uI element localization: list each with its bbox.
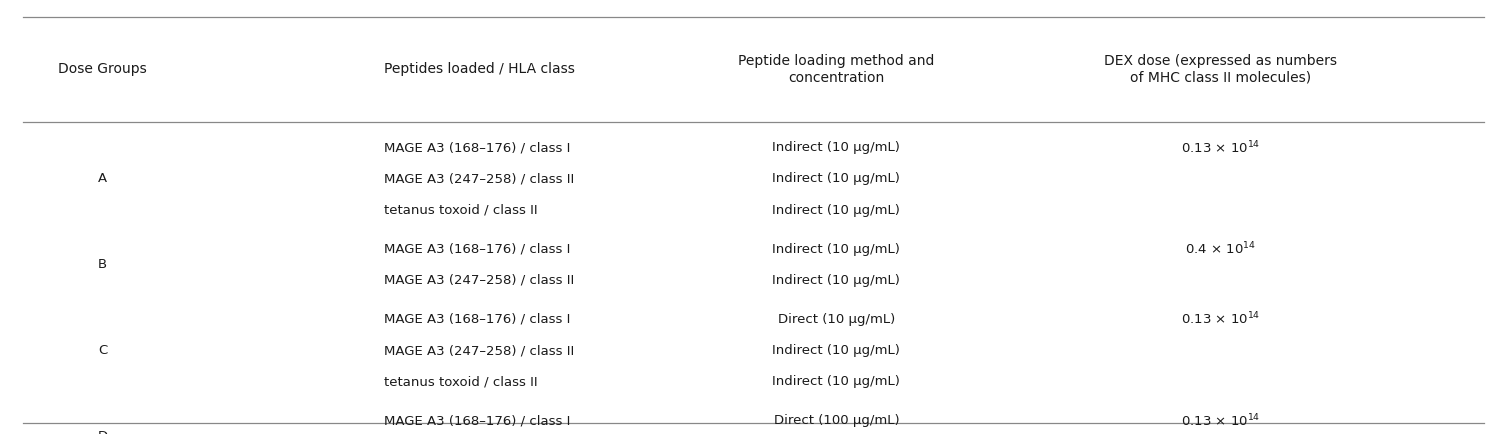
Text: Indirect (10 μg/mL): Indirect (10 μg/mL) (773, 274, 900, 287)
Text: MAGE A3 (247–258) / class II: MAGE A3 (247–258) / class II (384, 274, 574, 287)
Text: Indirect (10 μg/mL): Indirect (10 μg/mL) (773, 204, 900, 217)
Text: DEX dose (expressed as numbers
of MHC class II molecules): DEX dose (expressed as numbers of MHC cl… (1105, 54, 1337, 85)
Text: 0.4 × 10$^{14}$: 0.4 × 10$^{14}$ (1186, 241, 1255, 257)
Text: B: B (98, 258, 107, 271)
Text: MAGE A3 (168–176) / class I: MAGE A3 (168–176) / class I (384, 141, 571, 154)
Text: MAGE A3 (168–176) / class I: MAGE A3 (168–176) / class I (384, 414, 571, 427)
Text: Indirect (10 μg/mL): Indirect (10 μg/mL) (773, 141, 900, 154)
Text: tetanus toxoid / class II: tetanus toxoid / class II (384, 204, 538, 217)
Text: Dose Groups: Dose Groups (59, 62, 146, 76)
Text: Indirect (10 μg/mL): Indirect (10 μg/mL) (773, 172, 900, 185)
Text: Peptides loaded / HLA class: Peptides loaded / HLA class (384, 62, 576, 76)
Text: 0.13 × 10$^{14}$: 0.13 × 10$^{14}$ (1181, 413, 1260, 429)
Text: 0.13 × 10$^{14}$: 0.13 × 10$^{14}$ (1181, 139, 1260, 156)
Text: MAGE A3 (168–176) / class I: MAGE A3 (168–176) / class I (384, 313, 571, 326)
Text: D: D (98, 430, 107, 434)
Text: MAGE A3 (247–258) / class II: MAGE A3 (247–258) / class II (384, 344, 574, 357)
Text: 0.13 × 10$^{14}$: 0.13 × 10$^{14}$ (1181, 311, 1260, 328)
Text: tetanus toxoid / class II: tetanus toxoid / class II (384, 375, 538, 388)
Text: Peptide loading method and
concentration: Peptide loading method and concentration (738, 54, 934, 85)
Text: C: C (98, 344, 107, 357)
Text: MAGE A3 (168–176) / class I: MAGE A3 (168–176) / class I (384, 243, 571, 256)
Text: Direct (100 μg/mL): Direct (100 μg/mL) (773, 414, 900, 427)
Text: Indirect (10 μg/mL): Indirect (10 μg/mL) (773, 344, 900, 357)
Text: Indirect (10 μg/mL): Indirect (10 μg/mL) (773, 243, 900, 256)
Text: MAGE A3 (247–258) / class II: MAGE A3 (247–258) / class II (384, 172, 574, 185)
Text: Indirect (10 μg/mL): Indirect (10 μg/mL) (773, 375, 900, 388)
Text: Direct (10 μg/mL): Direct (10 μg/mL) (778, 313, 895, 326)
Text: A: A (98, 172, 107, 185)
